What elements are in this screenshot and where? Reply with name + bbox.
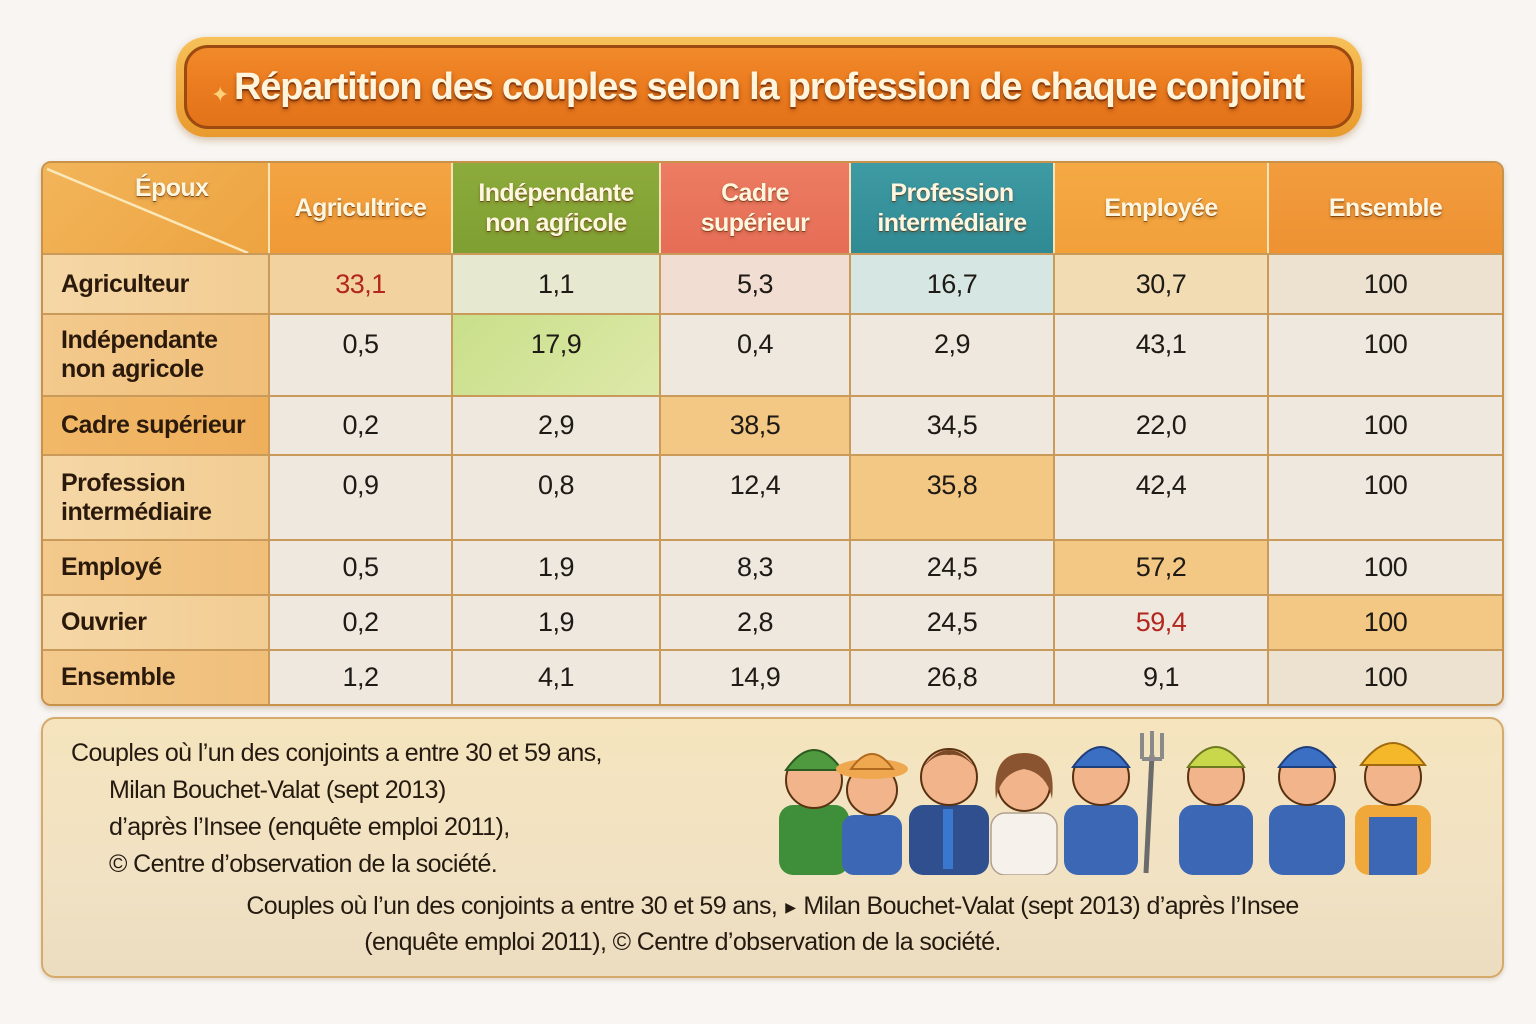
table-row-agriculteur: Agriculteur 33,1 1,1 5,3 16,7 30,7 100 xyxy=(43,252,1502,316)
worker-blouse xyxy=(990,753,1058,875)
table-cell: 100 xyxy=(1267,395,1502,457)
col-header-ensemble: Ensemble xyxy=(1267,163,1502,255)
table-cell: 1,9 xyxy=(451,593,661,651)
table-cell: 24,5 xyxy=(849,593,1055,651)
table-cell: 26,8 xyxy=(849,648,1055,704)
table-cell: 100 xyxy=(1267,593,1502,651)
worker-suit xyxy=(909,748,989,875)
table-cell: 57,2 xyxy=(1053,538,1269,596)
source-caption: Couples où l’un des conjoints a entre 30… xyxy=(43,889,1502,960)
page-title: Répartition des couples selon la profess… xyxy=(233,65,1305,108)
profession-table: Époux Agricultrice Indépendante non agŕi… xyxy=(41,161,1504,706)
table-cell: 38,5 xyxy=(659,395,851,457)
col-header-profession: Profession intermédiaire xyxy=(849,163,1055,255)
table-cell: 59,4 xyxy=(1053,593,1269,651)
col-header-employee: Employée xyxy=(1053,163,1269,255)
row-label: Employé xyxy=(43,538,270,596)
table-cell: 14,9 xyxy=(659,648,851,704)
table-cell: 42,4 xyxy=(1053,454,1269,541)
worker-blue-cap xyxy=(1269,746,1345,875)
worker-yellow-cap xyxy=(1179,746,1253,875)
table-cell: 100 xyxy=(1267,454,1502,541)
table-cell: 100 xyxy=(1267,252,1502,316)
table-cell: 100 xyxy=(1267,648,1502,704)
worker-figures xyxy=(779,731,1431,875)
table-cell: 22,0 xyxy=(1053,395,1269,457)
table-cell: 0,5 xyxy=(268,538,453,596)
table-cell: 33,1 xyxy=(268,252,453,316)
table-cell: 1,1 xyxy=(451,252,661,316)
table-cell: 35,8 xyxy=(849,454,1055,541)
table-cell: 2,8 xyxy=(659,593,851,651)
table-cell: 2,9 xyxy=(451,395,661,457)
sparkle-icon: ✦ xyxy=(211,82,230,107)
table-row-ouvrier: Ouvrier 0,2 1,9 2,8 24,5 59,4 100 xyxy=(43,593,1502,651)
diagonal-divider xyxy=(46,167,249,253)
table-cell: 24,5 xyxy=(849,538,1055,596)
table-cell: 100 xyxy=(1267,538,1502,596)
table-cell: 1,9 xyxy=(451,538,661,596)
table-cell: 2,9 xyxy=(849,313,1055,398)
table-row-employe: Employé 0,5 1,9 8,3 24,5 57,2 100 xyxy=(43,538,1502,596)
table-row-ensemble: Ensemble 1,2 4,1 14,9 26,8 9,1 100 xyxy=(43,648,1502,704)
title-banner-inner: ✦ Répartition des couples selon la profe… xyxy=(184,45,1354,129)
table-cell: 100 xyxy=(1267,313,1502,398)
source-line: Milan Bouchet-Valat (sept 2013) xyxy=(109,776,446,804)
row-label: Ensemble xyxy=(43,648,270,704)
table-cell: 17,9 xyxy=(451,313,661,398)
col-header-independante: Indépendante non agŕicole xyxy=(451,163,661,255)
table-row-independante: Indépendante non agricole 0,5 17,9 0,4 2,… xyxy=(43,313,1502,398)
source-line: d’après l’Insee (enquête emploi 2011), xyxy=(109,813,510,841)
row-label: Ouvrier xyxy=(43,593,270,651)
row-label: Profession intermédiaire xyxy=(43,454,270,541)
data-table: Époux Agricultrice Indépendante non agŕi… xyxy=(43,163,1502,704)
table-cell: 34,5 xyxy=(849,395,1055,457)
source-caption-line1: Couples où l’un des conjoints a entre 30… xyxy=(246,892,1299,920)
row-label: Agriculteur xyxy=(43,252,270,316)
table-cell: 9,1 xyxy=(1053,648,1269,704)
worker-green-cap xyxy=(779,749,849,875)
worker-blue-cap-fork xyxy=(1064,731,1164,875)
table-row-profession: Profession intermédiaire 0,9 0,8 12,4 35,… xyxy=(43,454,1502,541)
col-header-agricultrice: Agricultrice xyxy=(268,163,453,255)
table-cell: 30,7 xyxy=(1053,252,1269,316)
table-cell: 0,2 xyxy=(268,593,453,651)
source-block: Couples où l’un des conjoints a entre 30… xyxy=(71,735,602,883)
table-cell: 0,8 xyxy=(451,454,661,541)
table-cell: 16,7 xyxy=(849,252,1055,316)
source-line: © Centre d’observation de la société. xyxy=(109,850,498,878)
table-cell: 43,1 xyxy=(1053,313,1269,398)
table-cell: 1,2 xyxy=(268,648,453,704)
triangle-bullet-icon: ▶ xyxy=(785,898,796,915)
worker-hard-hat xyxy=(1355,742,1431,875)
workers-illustration xyxy=(779,731,1431,875)
corner-header: Époux xyxy=(43,163,270,255)
table-row-cadre: Cadre supérieur 0,2 2,9 38,5 34,5 22,0 1… xyxy=(43,395,1502,457)
row-label: Indépendante non agricole xyxy=(43,313,270,398)
table-cell: 0,5 xyxy=(268,313,453,398)
table-cell: 12,4 xyxy=(659,454,851,541)
source-panel: Couples où l’un des conjoints a entre 30… xyxy=(41,717,1504,978)
title-banner: ✦ Répartition des couples selon la profe… xyxy=(176,37,1362,137)
table-cell: 5,3 xyxy=(659,252,851,316)
row-label: Cadre supérieur xyxy=(43,395,270,457)
table-cell: 0,4 xyxy=(659,313,851,398)
source-line: Couples où l’un des conjoints a entre 30… xyxy=(71,739,602,767)
corner-label-epoux: Époux xyxy=(135,174,209,202)
table-cell: 4,1 xyxy=(451,648,661,704)
worker-orange-hat xyxy=(836,753,908,875)
header-row: Époux Agricultrice Indépendante non agŕi… xyxy=(43,163,1502,255)
table-cell: 0,2 xyxy=(268,395,453,457)
col-header-cadre: Cadre supérieur xyxy=(659,163,851,255)
table-cell: 0,9 xyxy=(268,454,453,541)
table-cell: 8,3 xyxy=(659,538,851,596)
source-caption-line2: (enquête emploi 2011), © Centre d’observ… xyxy=(364,927,1001,956)
